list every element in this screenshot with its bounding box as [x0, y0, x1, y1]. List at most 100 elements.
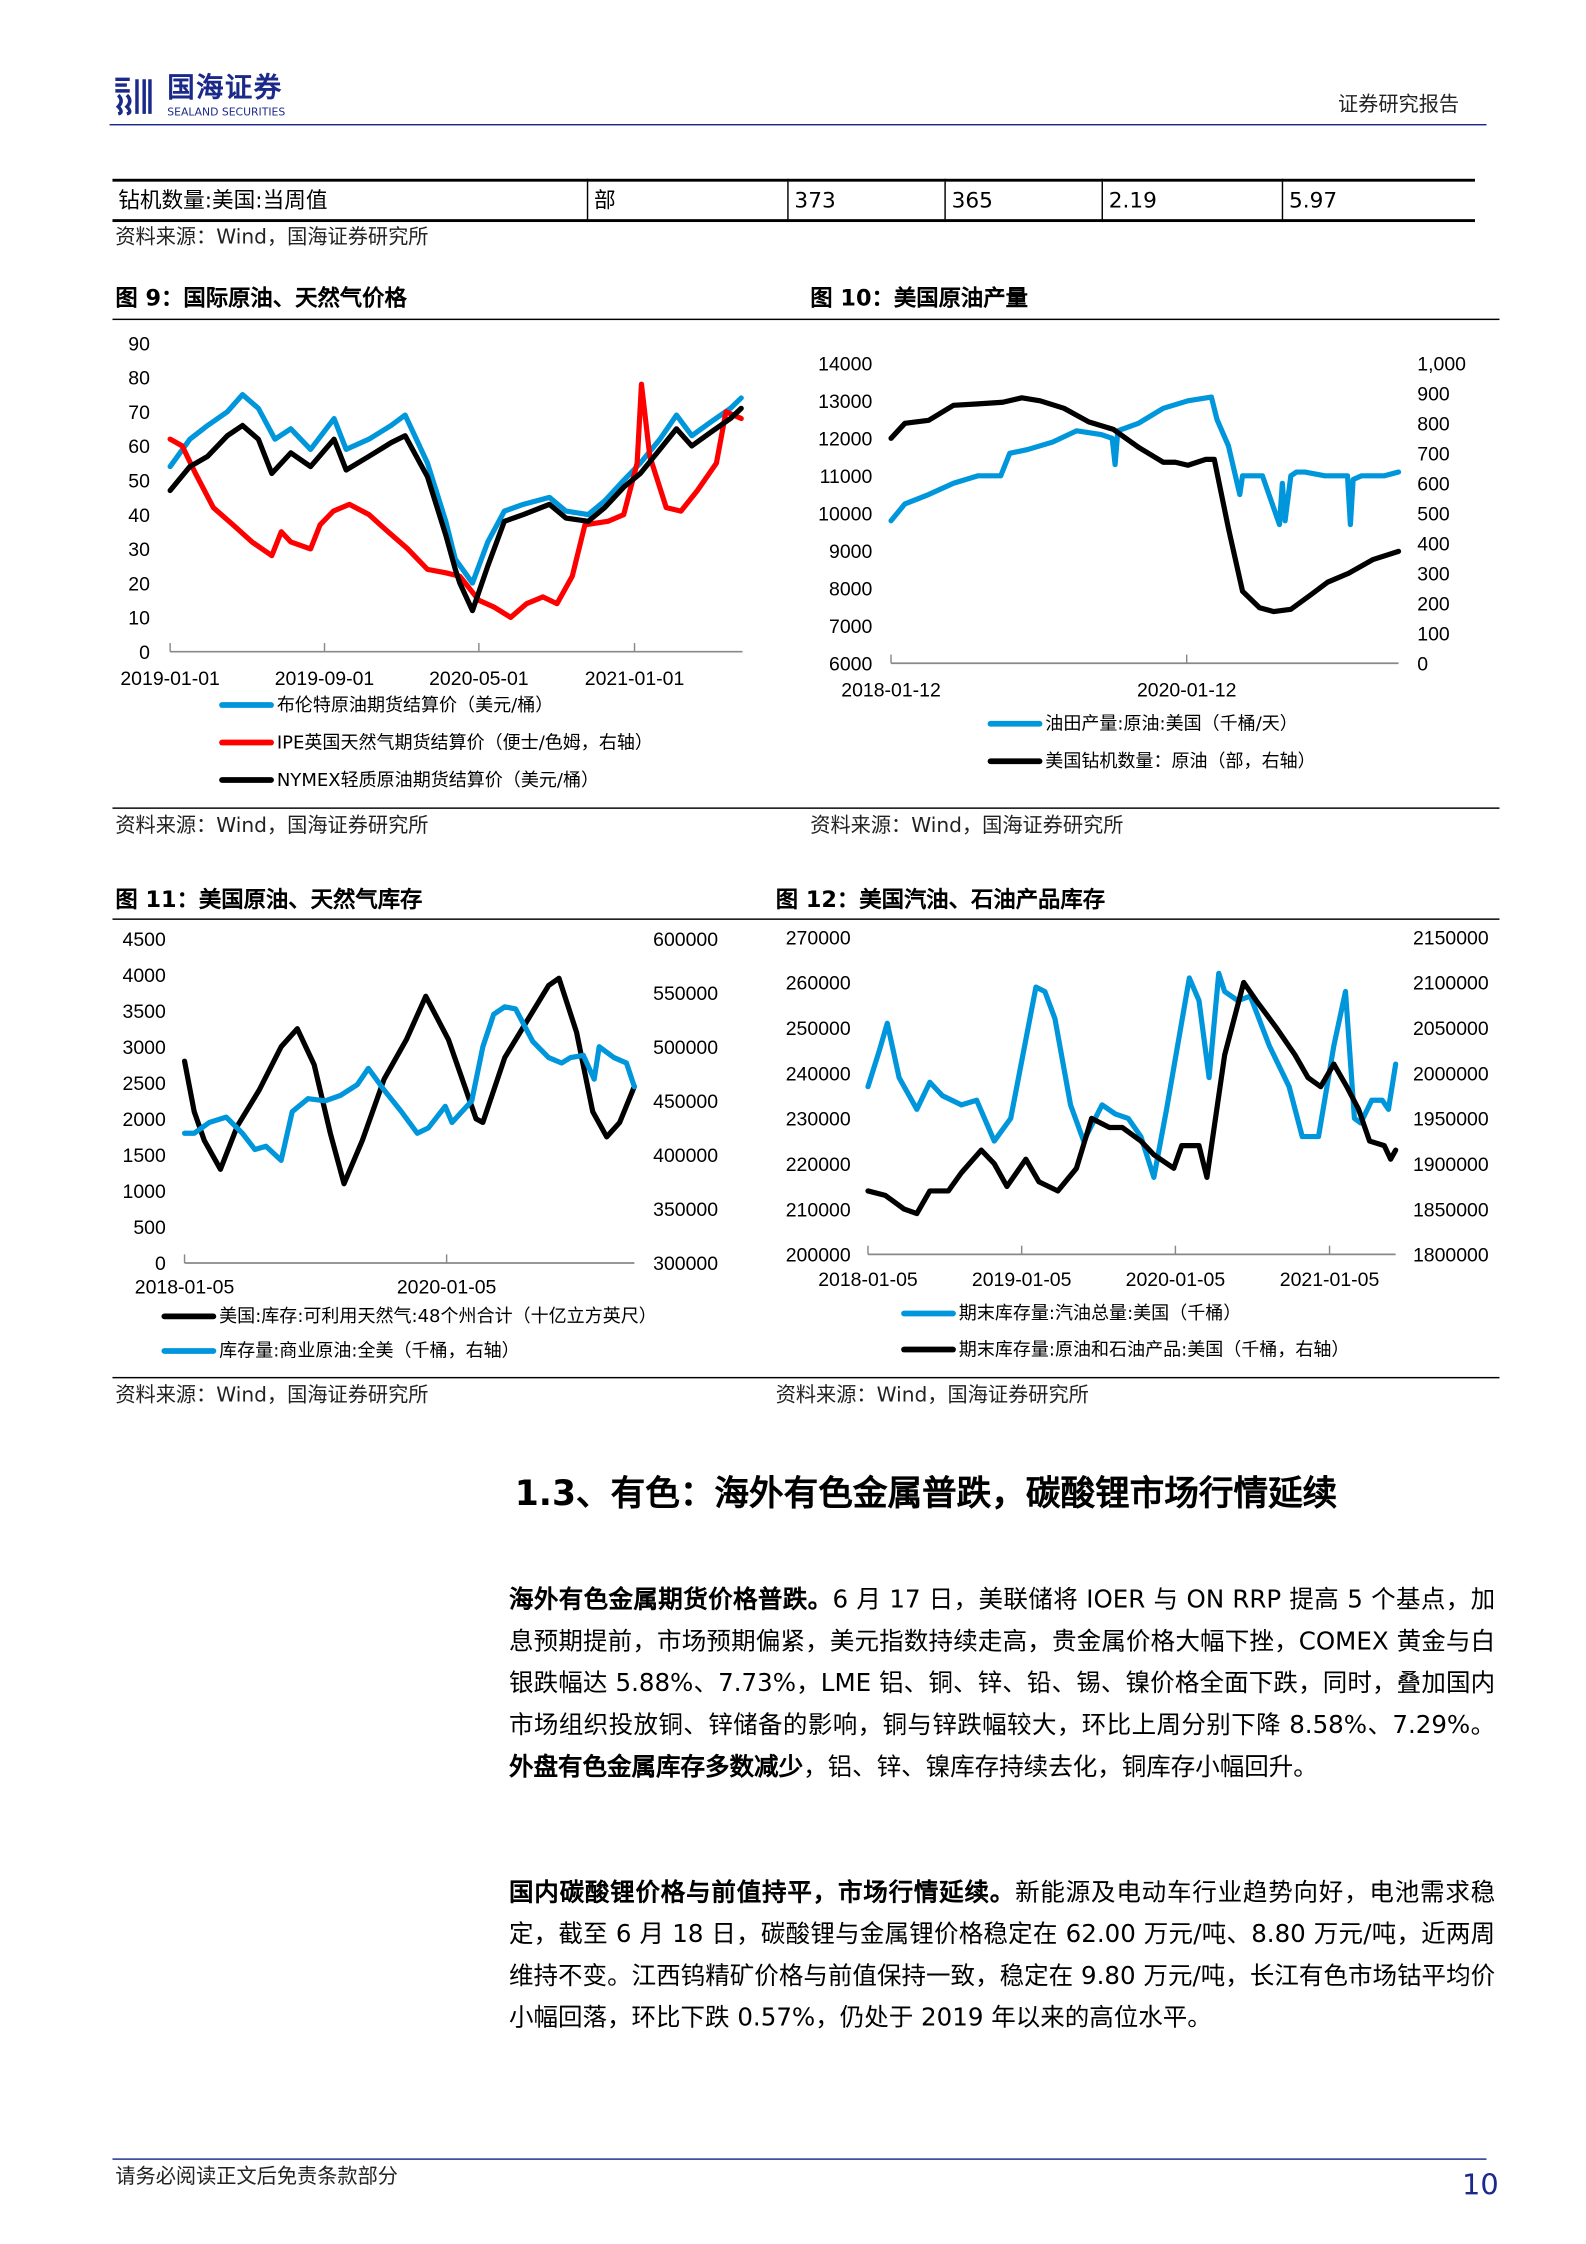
- legend-label: NYMEX轻质原油期货结算价（美元/桶）: [276, 768, 600, 791]
- figure-9-title: 图 9：国际原油、天然气价格: [115, 285, 407, 312]
- y2-tick-label: 900: [1417, 384, 1450, 406]
- body-text: 新能源及电动车行业趋势向好，电池需求稳定，截至 6 月 18 日，碳酸锂与金属锂…: [508, 1878, 1496, 2033]
- legend-item: 库存量:商业原油:全美（千桶，右轴）: [161, 1339, 520, 1362]
- figure-source-rule: [112, 1376, 1500, 1379]
- y-tick-label: 8000: [829, 578, 872, 600]
- legend-swatch: [161, 1313, 217, 1320]
- legend-item: 期末库存量:原油和石油产品:美国（千桶，右轴）: [901, 1338, 1349, 1361]
- x-tick-label: 2021-01-01: [585, 668, 685, 690]
- y-tick-label: 60: [128, 436, 150, 458]
- table-source: 资料来源：Wind，国海证券研究所: [115, 226, 429, 250]
- series-line-1: [181, 1004, 637, 1163]
- figure-12-title: 图 12：美国汽油、石油产品库存: [775, 886, 1106, 913]
- y-tick-label: 1000: [123, 1181, 166, 1203]
- y-tick-label: 0: [139, 642, 150, 664]
- y2-tick-label: 1950000: [1413, 1109, 1489, 1131]
- paragraph-nonferrous-overseas: 海外有色金属期货价格普跌。6 月 17 日，美联储将 IOER 与 ON RRP…: [509, 1580, 1495, 1789]
- y-tick-label: 11000: [820, 466, 873, 488]
- y-tick-label: 90: [128, 333, 150, 355]
- x-tick-label: 2020-01-12: [1137, 679, 1237, 701]
- y2-tick-label: 300000: [653, 1253, 718, 1275]
- series-line-1: [888, 395, 1402, 615]
- y2-tick-label: 500000: [653, 1037, 718, 1059]
- legend-label: 库存量:商业原油:全美（千桶，右轴）: [219, 1339, 520, 1362]
- y-tick-label: 7000: [829, 616, 872, 638]
- y2-tick-label: 300: [1417, 563, 1450, 585]
- figure-11-title: 图 11：美国原油、天然气库存: [115, 886, 423, 913]
- y2-tick-label: 800: [1417, 414, 1450, 436]
- series-line-1: [167, 381, 744, 620]
- figure-11-source: 资料来源：Wind，国海证券研究所: [115, 1384, 429, 1408]
- legend-swatch: [161, 1348, 217, 1354]
- legend-label: 美国:库存:可利用天然气:48个州合计（十亿立方英尺）: [219, 1304, 657, 1327]
- section-heading: 1.3、有色：海外有色金属普跌，碳酸锂市场行情延续: [514, 1473, 1338, 1514]
- y-tick-label: 2000: [123, 1109, 166, 1131]
- y2-tick-label: 600000: [653, 929, 718, 951]
- y2-tick-label: 500: [1417, 503, 1450, 525]
- figure-12-source: 资料来源：Wind，国海证券研究所: [775, 1384, 1089, 1408]
- y2-tick-label: 550000: [653, 983, 718, 1005]
- legend-swatch: [219, 739, 274, 746]
- legend-item: IPE英国天然气期货结算价（便士/色姆，右轴）: [219, 731, 653, 754]
- table-cell: 钻机数量:美国:当周值: [118, 187, 328, 214]
- legend-item: 美国钻机数量：原油（部，右轴）: [987, 749, 1316, 773]
- legend-swatch: [219, 702, 274, 708]
- body-text: ，铝、锌、镍库存持续去化，铜库存小幅回升。: [803, 1753, 1318, 1783]
- y2-tick-label: 350000: [653, 1199, 718, 1221]
- rig-count-table: 钻机数量:美国:当周值 部 373 365 2.19 5.97: [112, 178, 1475, 223]
- legend-swatch: [987, 720, 1043, 727]
- x-tick-label: 2018-01-12: [841, 679, 941, 701]
- y2-tick-label: 2050000: [1413, 1018, 1489, 1040]
- y-tick-label: 200000: [786, 1245, 851, 1267]
- y-tick-label: 13000: [818, 391, 872, 413]
- y-tick-label: 260000: [786, 973, 851, 995]
- x-tick-label: 2019-01-05: [972, 1269, 1072, 1291]
- y2-tick-label: 1850000: [1413, 1199, 1489, 1221]
- y2-tick-label: 2100000: [1413, 973, 1489, 995]
- series-line-0: [167, 392, 744, 586]
- y-tick-label: 270000: [786, 927, 851, 949]
- table-cell: 部: [586, 180, 788, 221]
- y2-tick-label: 200: [1417, 593, 1450, 615]
- y2-tick-label: 0: [1417, 653, 1428, 675]
- logo: 国海证券 SEALAND SECURITIES: [112, 72, 314, 118]
- legend-item: 期末库存量:汽油总量:美国（千桶）: [901, 1302, 1241, 1325]
- logo-text-cn: 国海证券: [167, 72, 283, 104]
- y-tick-label: 70: [128, 402, 150, 424]
- y-tick-label: 9000: [829, 541, 872, 563]
- paragraph-lithium-domestic: 国内碳酸锂价格与前值持平，市场行情延续。新能源及电动车行业趋势向好，电池需求稳定…: [509, 1873, 1495, 2040]
- figure-9-source: 资料来源：Wind，国海证券研究所: [115, 814, 429, 838]
- legend-item: 布伦特原油期货结算价（美元/桶）: [219, 694, 553, 717]
- y-tick-label: 250000: [786, 1018, 851, 1040]
- y-tick-label: 30: [128, 539, 150, 561]
- y-tick-label: 230000: [786, 1109, 851, 1131]
- legend-label: 布伦特原油期货结算价（美元/桶）: [276, 693, 554, 716]
- bold-lead: 外盘有色金属库存多数减少: [508, 1753, 804, 1783]
- y2-tick-label: 450000: [653, 1091, 718, 1113]
- y-tick-label: 0: [155, 1253, 166, 1275]
- body-text: 6 月 17 日，美联储将 IOER 与 ON RRP 提高 5 个基点，加息预…: [508, 1585, 1496, 1741]
- y-tick-label: 80: [128, 368, 150, 390]
- legend-label: 美国钻机数量：原油（部，右轴）: [1045, 749, 1316, 772]
- series-line-2: [167, 405, 744, 614]
- x-tick-label: 2019-09-01: [275, 668, 375, 690]
- y2-tick-label: 1900000: [1413, 1154, 1489, 1176]
- footer-divider: [112, 2158, 1487, 2160]
- sealand-logo-mark-icon: [115, 77, 152, 116]
- y-tick-label: 4500: [123, 929, 166, 951]
- legend-swatch: [987, 758, 1043, 765]
- y2-tick-label: 100: [1417, 623, 1450, 645]
- y-tick-label: 3000: [123, 1037, 166, 1059]
- y2-tick-label: 400: [1417, 533, 1450, 555]
- legend-label: IPE英国天然气期货结算价（便士/色姆，右轴）: [276, 730, 653, 753]
- legend-item: 美国:库存:可利用天然气:48个州合计（十亿立方英尺）: [161, 1304, 657, 1328]
- y-tick-label: 220000: [786, 1154, 851, 1176]
- figure-title-rule: [112, 318, 1500, 321]
- y2-tick-label: 1,000: [1417, 354, 1466, 376]
- footer-disclaimer: 请务必阅读正文后免责条款部分: [115, 2165, 398, 2189]
- y2-tick-label: 1800000: [1413, 1245, 1489, 1267]
- legend-item: NYMEX轻质原油期货结算价（美元/桶）: [219, 768, 599, 791]
- y-tick-label: 10: [128, 608, 150, 630]
- y2-tick-label: 600: [1417, 474, 1450, 496]
